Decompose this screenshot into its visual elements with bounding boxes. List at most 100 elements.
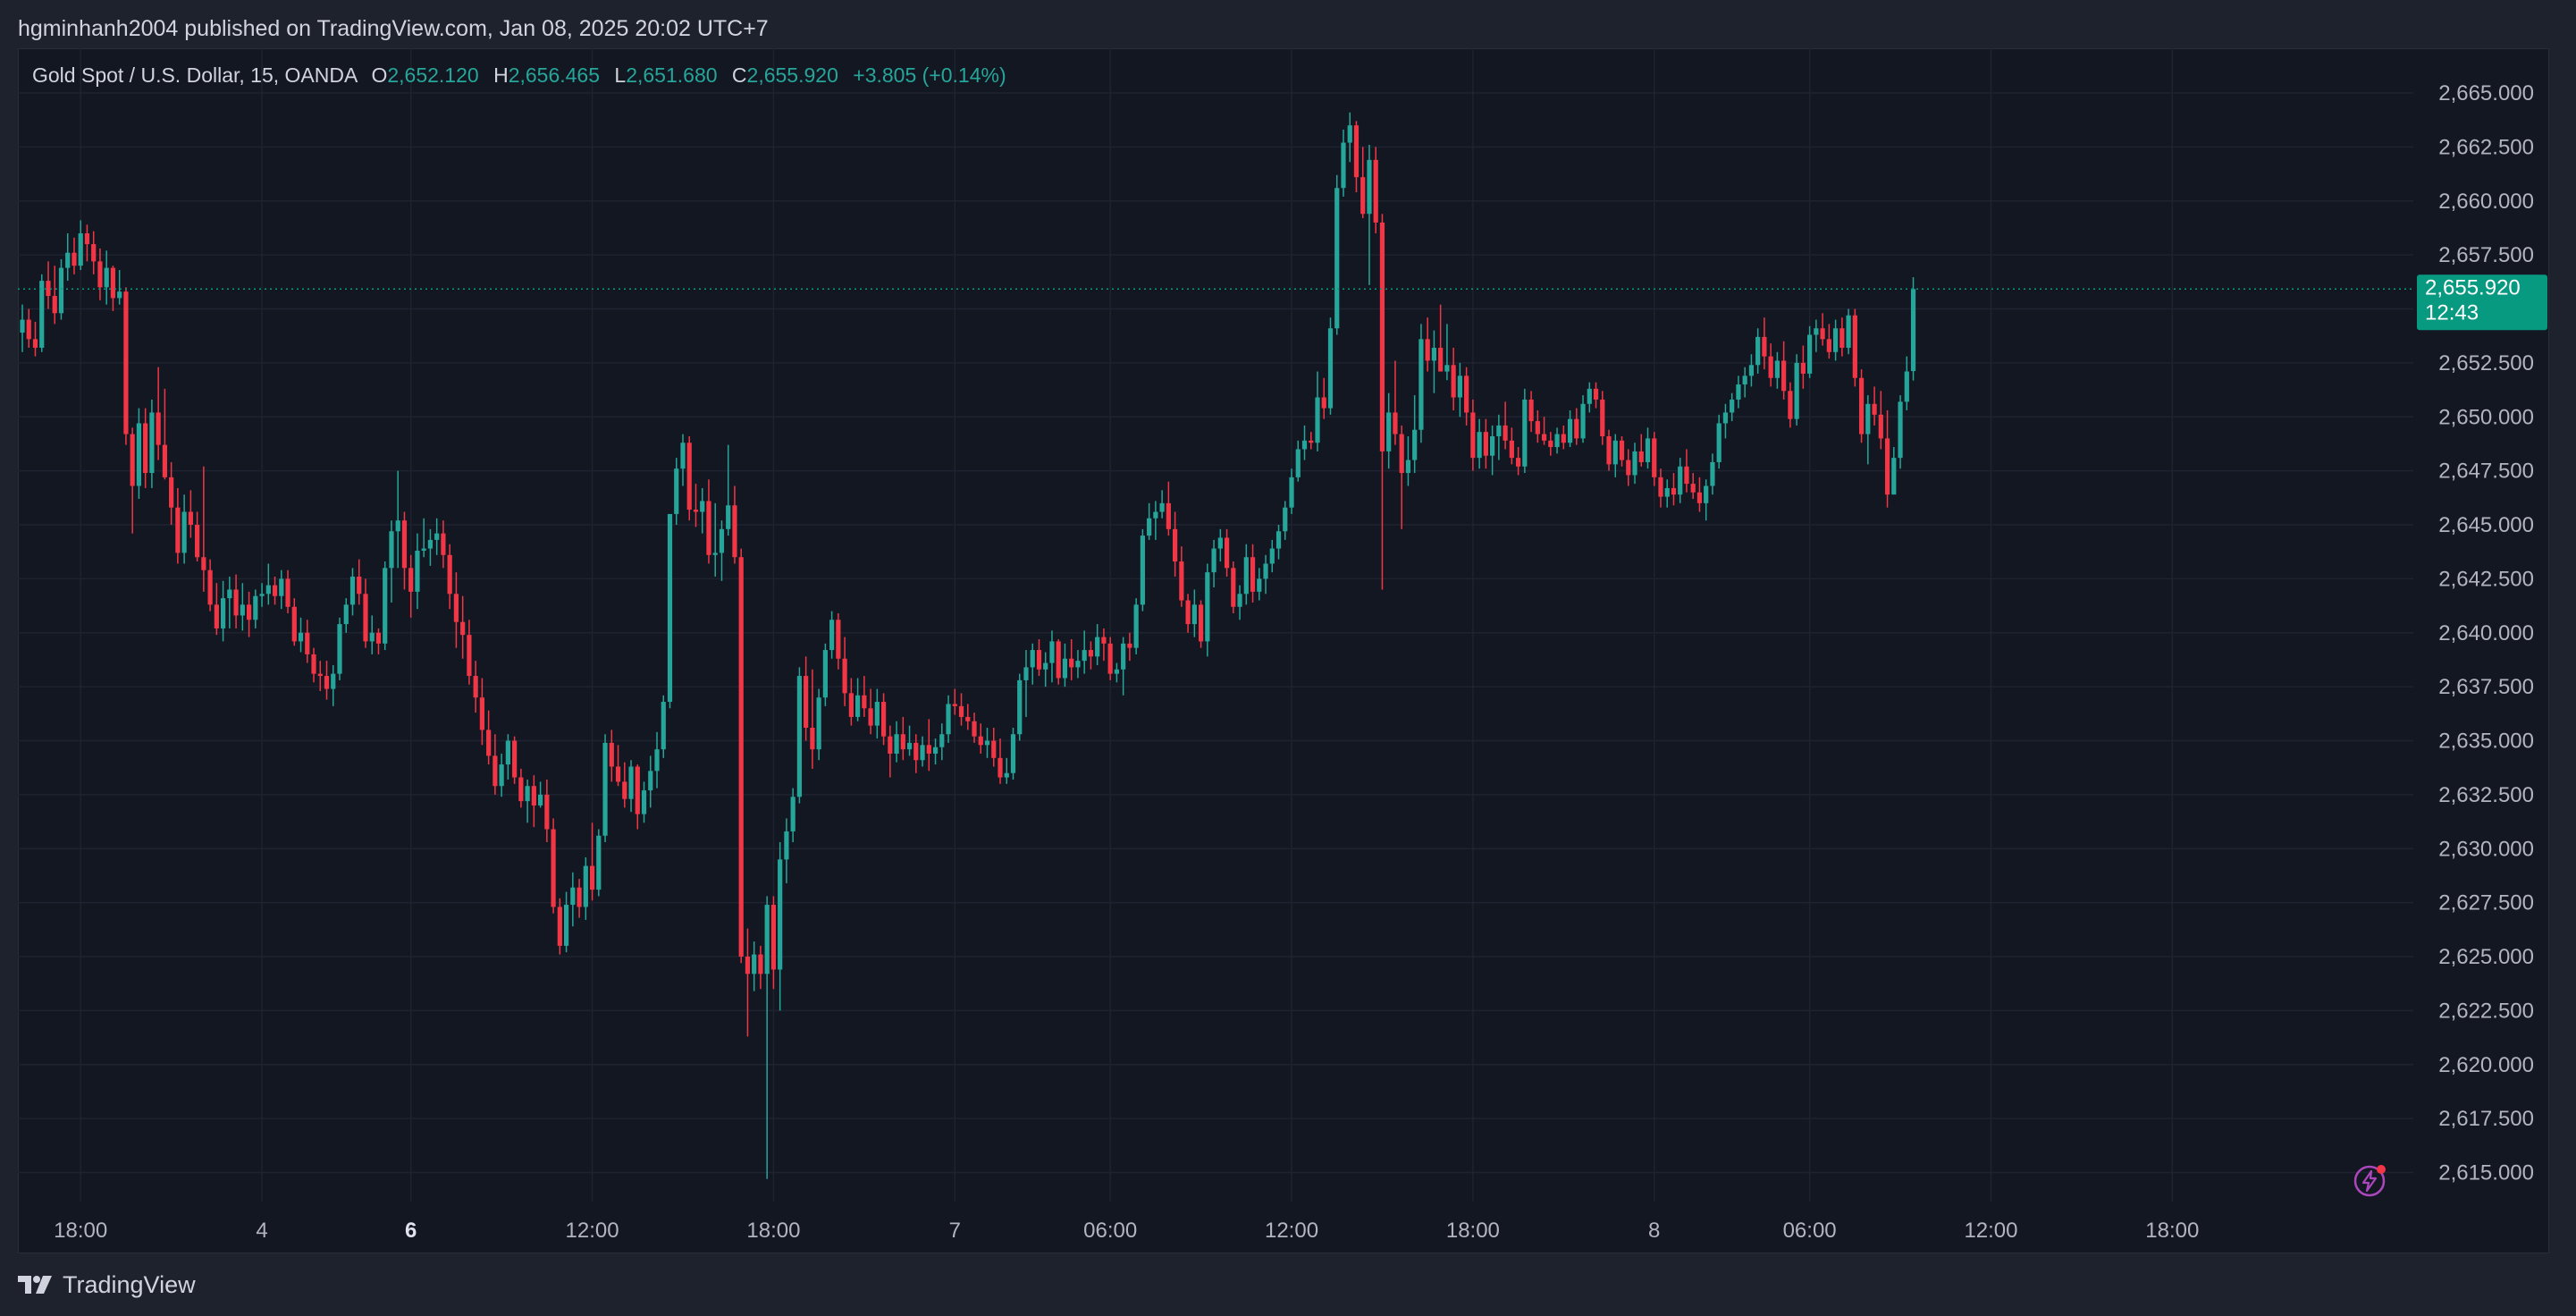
candle-body [1095, 637, 1100, 657]
candle-body [1722, 412, 1729, 424]
candle-body [441, 533, 446, 555]
candle-body [752, 954, 757, 974]
time-tick-label: 12:00 [566, 1219, 619, 1243]
candle-body [1839, 328, 1845, 348]
candle-body [1587, 388, 1592, 404]
candle-body [1457, 375, 1462, 398]
candle-body [738, 557, 744, 957]
candle-body [602, 742, 608, 836]
price-axis[interactable]: 2,665.000 2,662.500 2,660.000 2,657.500 2,65… [2438, 81, 2534, 1185]
open-label: O [371, 63, 388, 87]
candle-body [1367, 159, 1372, 215]
candle-body [20, 319, 25, 333]
candle-body [207, 569, 213, 605]
candle-body [1774, 360, 1780, 378]
candle-body [1327, 328, 1334, 409]
candle-body [726, 505, 731, 529]
candle-body [479, 697, 484, 730]
price-tick-label: 2,640.000 [2438, 621, 2534, 645]
candle-body [1846, 315, 1851, 348]
open-value: 2,652.120 [387, 63, 479, 87]
candle-body [1289, 477, 1294, 508]
candle-body [1878, 414, 1883, 439]
candle-body [486, 730, 492, 756]
candle-body [240, 604, 245, 616]
candle-body [589, 865, 595, 890]
price-tick-label: 2,657.500 [2438, 243, 2534, 267]
price-tick-label: 2,642.500 [2438, 567, 2534, 591]
chart-grid [18, 48, 2413, 1202]
change-value: +3.805 (+0.14%) [853, 63, 1006, 87]
candle-body [932, 747, 939, 754]
candle-body [369, 632, 375, 642]
candle-body [1509, 440, 1514, 459]
candle-body [712, 553, 718, 555]
candle-body [1250, 557, 1256, 592]
candle-body [1858, 377, 1865, 434]
candle-body [1742, 375, 1747, 385]
lightning-icon[interactable] [2352, 1163, 2387, 1199]
candle-body [123, 291, 129, 434]
candle-body [1211, 548, 1216, 573]
candle-body [958, 705, 964, 717]
chart-frame[interactable] [18, 48, 2549, 1253]
candle-body [1283, 507, 1288, 532]
candle-body [1217, 537, 1223, 549]
last-price-value: 2,655.920 [2425, 275, 2521, 299]
candle-body [972, 721, 977, 737]
candle-body [770, 905, 777, 970]
candle-body [906, 742, 913, 750]
candle-body [1483, 432, 1488, 456]
candle-body [1231, 568, 1236, 607]
candle-body [1153, 511, 1158, 519]
candle-body [1069, 658, 1074, 668]
candle-body [1704, 485, 1709, 503]
candle-body [1561, 434, 1566, 443]
candle-body [790, 797, 796, 831]
candle-body [130, 434, 135, 486]
candle-body [337, 624, 342, 674]
candle-body [331, 673, 336, 689]
candle-body [1075, 661, 1081, 668]
candle-body [557, 907, 562, 946]
candle-body [383, 568, 388, 644]
candle-body [195, 525, 200, 558]
candle-body [667, 513, 673, 703]
candle-body [1309, 440, 1314, 443]
time-axis[interactable]: 18:00 4 6 12:00 18:00 7 06:00 12:00 18:00 8 06:00 1… [54, 1219, 2199, 1243]
candle-body [1017, 679, 1023, 735]
candle-body [913, 742, 919, 761]
candle-body [1470, 412, 1476, 459]
last-price-tag-bg [2417, 274, 2547, 331]
candle-body [1730, 399, 1735, 413]
symbol-label[interactable]: Gold Spot / U.S. Dollar, 15, OANDA [32, 63, 358, 87]
candle-body [1748, 365, 1755, 376]
candle-body [1567, 418, 1573, 443]
candle-body [596, 835, 602, 890]
time-tick-label: 12:00 [1265, 1219, 1318, 1243]
time-tick-label: 8 [1648, 1219, 1660, 1243]
footer-brand[interactable]: TradingView [18, 1267, 196, 1303]
candle-body [1043, 662, 1048, 670]
price-tick-label: 2,645.000 [2438, 513, 2534, 537]
candle-body [1173, 528, 1178, 562]
candle-body [1431, 347, 1437, 361]
candle-body [810, 728, 815, 750]
candle-body [1179, 561, 1184, 601]
candle-body [544, 794, 550, 830]
candle-body [305, 632, 310, 654]
candle-body [181, 511, 187, 553]
candle-body [259, 594, 265, 596]
price-tick-label: 2,637.500 [2438, 675, 2534, 699]
candle-body [583, 865, 588, 907]
candle-body [357, 576, 362, 595]
time-tick-label: 4 [256, 1219, 267, 1243]
candle-body [1237, 594, 1242, 607]
price-chart[interactable]: 2,665.000 2,662.500 2,660.000 2,657.500 2,65… [18, 48, 2549, 1253]
candle-body [46, 281, 51, 297]
candle-body [363, 594, 368, 642]
candle-body [920, 745, 925, 761]
candle-body [1418, 339, 1424, 430]
candle-body [635, 766, 640, 814]
candle-body [492, 755, 498, 787]
